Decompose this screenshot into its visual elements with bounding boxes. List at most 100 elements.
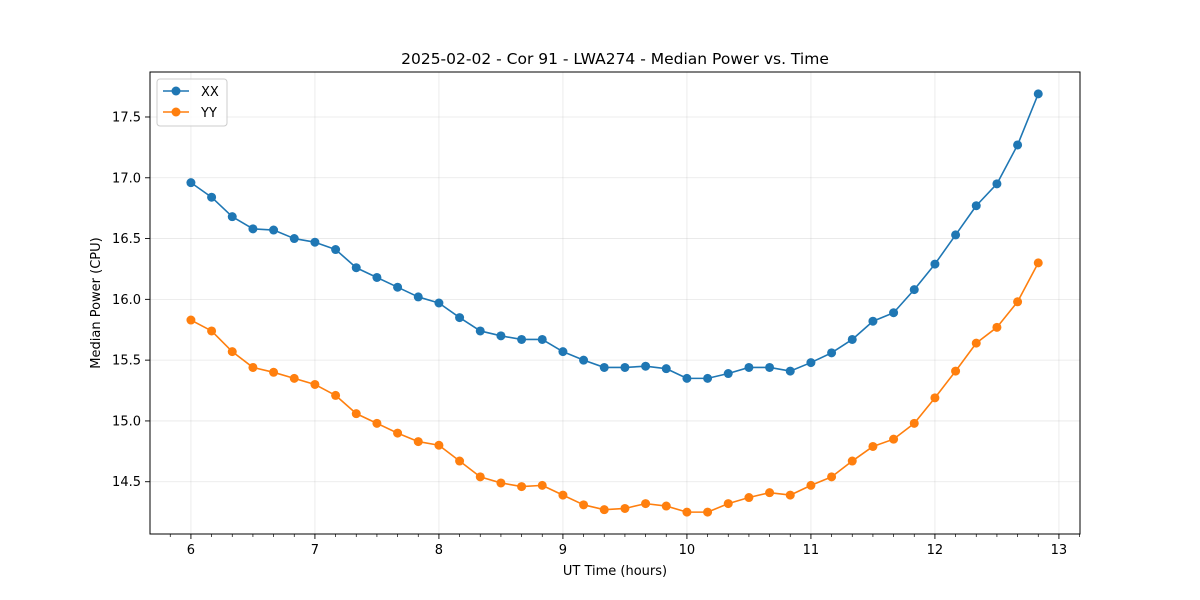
data-point-yy [372,418,382,428]
data-point-xx [827,348,837,358]
data-point-yy [682,507,692,517]
data-point-xx [372,272,382,282]
data-point-xx [723,369,733,379]
data-point-xx [310,237,320,247]
data-point-yy [331,390,341,400]
data-point-yy [227,347,237,357]
data-point-yy [744,493,754,503]
data-point-xx [620,362,630,372]
x-tick-label: 11 [803,543,820,558]
data-point-yy [413,437,423,447]
data-point-yy [930,393,940,403]
data-point-xx [744,362,754,372]
data-point-yy [620,503,630,513]
data-point-yy [351,409,361,419]
data-point-yy [579,500,589,510]
data-point-yy [558,490,568,500]
data-point-xx [207,192,217,202]
data-point-yy [806,480,816,490]
data-point-xx [537,334,547,344]
data-point-xx [331,245,341,255]
tick-layer: 6 7 8 9 10 11 12 13 14.5 15.0 15.5 16.0 16.5 17.0 17.5 [112,110,1080,558]
y-axis-label: Median Power (CPU) [89,237,104,368]
data-point-yy [455,456,465,466]
data-point-xx [703,373,713,383]
y-tick-label: 15.5 [112,354,141,369]
data-point-yy [207,326,217,336]
data-point-xx [496,331,506,341]
data-point-xx [1033,89,1043,99]
data-point-yy [641,499,651,509]
data-point-yy [723,499,733,509]
data-point-xx [682,373,692,383]
data-point-xx [248,224,258,234]
data-point-xx [579,355,589,365]
data-point-yy [951,366,961,376]
data-point-xx [351,263,361,273]
data-point-xx [186,178,196,188]
y-tick-label: 14.5 [112,475,141,490]
data-point-xx [847,334,857,344]
data-point-yy [434,440,444,450]
x-axis-label: UT Time (hours) [563,564,667,579]
data-point-xx [930,259,940,269]
data-point-yy [517,482,527,492]
data-point-xx [806,358,816,368]
legend-label-yy: YY [200,106,217,121]
data-point-xx [1013,140,1023,150]
x-tick-label: 6 [187,543,195,558]
data-point-yy [847,456,857,466]
data-point-yy [703,507,713,517]
x-tick-label: 7 [311,543,319,558]
data-point-yy [186,315,196,325]
data-point-yy [785,490,795,500]
series-layer [186,89,1043,517]
data-point-xx [413,292,423,302]
data-point-xx [765,362,775,372]
data-point-xx [641,361,651,371]
plot-frame [149,71,1081,535]
legend: XX YY [156,78,228,127]
data-point-xx [992,179,1002,189]
data-point-xx [269,225,279,235]
legend-marker-xx [171,86,181,96]
data-point-yy [310,379,320,389]
y-tick-label: 16.0 [112,293,141,308]
data-point-xx [661,364,671,374]
data-point-xx [971,201,981,211]
legend-entry-xx: XX [163,85,219,100]
data-point-yy [765,488,775,498]
legend-entry-yy: YY [163,106,217,121]
data-point-yy [537,480,547,490]
data-point-xx [909,285,919,295]
data-point-xx [951,230,961,240]
data-point-yy [827,472,837,482]
data-point-xx [227,212,237,222]
data-point-yy [1013,297,1023,307]
data-point-xx [558,347,568,357]
data-point-xx [289,234,299,244]
data-point-xx [475,326,485,336]
data-point-xx [517,334,527,344]
data-point-xx [785,366,795,376]
data-point-yy [909,418,919,428]
data-point-xx [868,316,878,326]
data-point-yy [992,322,1002,332]
x-tick-label: 9 [559,543,567,558]
x-tick-label: 10 [679,543,696,558]
data-point-yy [496,478,506,488]
y-tick-label: 16.5 [112,232,141,247]
data-point-yy [971,338,981,348]
data-point-yy [868,441,878,451]
data-point-yy [889,434,899,444]
data-point-yy [475,472,485,482]
legend-marker-yy [171,107,181,117]
chart-title: 2025-02-02 - Cor 91 - LWA274 - Median Po… [401,50,829,68]
x-tick-label: 13 [1051,543,1068,558]
data-point-xx [599,362,609,372]
data-point-xx [393,282,403,292]
data-point-yy [269,367,279,377]
x-tick-label: 8 [435,543,443,558]
data-point-yy [248,362,258,372]
